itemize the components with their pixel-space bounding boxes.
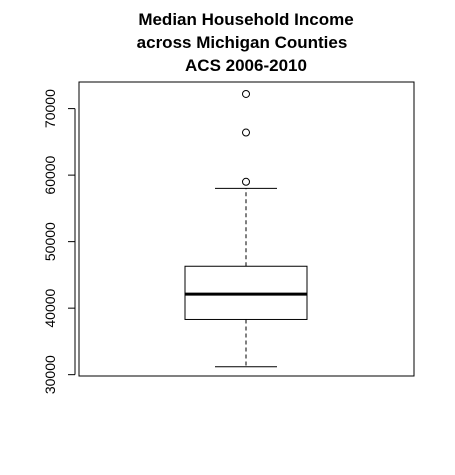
title-line-3: ACS 2006-2010	[185, 56, 307, 75]
y-tick-label-60000: 60000	[42, 155, 58, 194]
title-line-1: Median Household Income	[138, 10, 353, 29]
box-plot	[184, 89, 308, 368]
y-tick-label-70000: 70000	[42, 89, 58, 128]
outlier-point-3	[242, 89, 250, 98]
outlier-point-1	[242, 177, 250, 186]
plot-frame	[78, 81, 415, 377]
title-line-2: across Michigan Counties	[137, 33, 348, 52]
y-tick-label-30000: 30000	[42, 355, 58, 394]
y-tick-label-40000: 40000	[42, 288, 58, 327]
chart-title: Median Household Income across Michigan …	[137, 10, 354, 75]
y-tick-label-50000: 50000	[42, 222, 58, 261]
outlier-point-2	[242, 128, 250, 137]
y-axis: 30000 40000 50000 60000 70000	[42, 89, 76, 394]
